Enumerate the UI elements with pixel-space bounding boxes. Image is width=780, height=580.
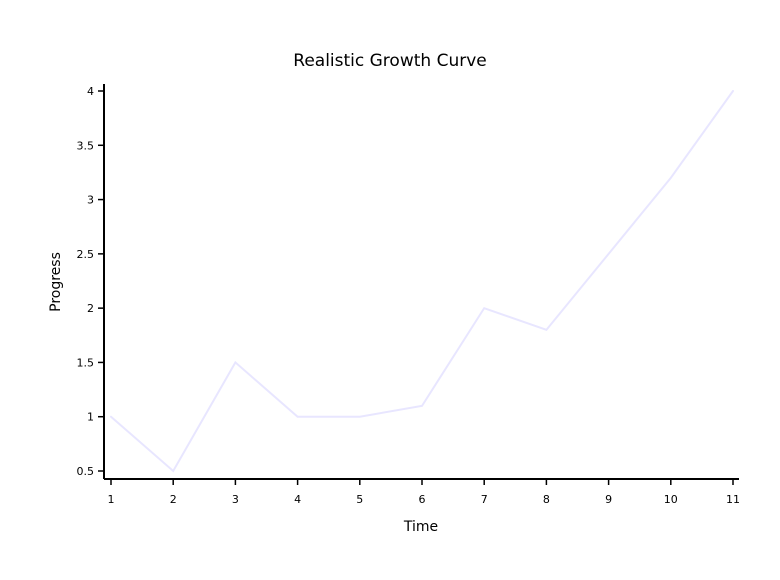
data-point (110, 415, 113, 418)
data-point (732, 90, 735, 93)
y-tick-label: 3.5 (77, 139, 95, 152)
x-tick-label: 5 (356, 493, 363, 506)
y-tick-label: 1.5 (77, 356, 95, 369)
plot-area (110, 90, 735, 473)
x-tick-label: 6 (419, 493, 426, 506)
x-ticks: 1 2 3 4 5 6 7 8 9 10 11 (108, 479, 740, 506)
data-point (545, 328, 548, 331)
y-tick-label: 2 (87, 302, 94, 315)
y-tick-label: 2.5 (77, 248, 95, 261)
y-tick-label: 1 (87, 411, 94, 424)
y-axis-label: Progress (48, 252, 64, 312)
x-tick-label: 4 (294, 493, 301, 506)
x-tick-label: 11 (726, 493, 740, 506)
y-tick-label: 3 (87, 194, 94, 207)
x-tick-label: 8 (543, 493, 550, 506)
x-tick-label: 3 (232, 493, 239, 506)
y-tick-label: 4 (87, 85, 94, 98)
data-point (669, 176, 672, 179)
x-axis-label: Time (403, 519, 438, 535)
y-ticks: 0.5 1 1.5 2 2.5 3 3.5 4 (77, 85, 104, 478)
x-tick-label: 7 (481, 493, 488, 506)
data-point (607, 252, 610, 255)
x-tick-label: 9 (605, 493, 612, 506)
chart-title: Realistic Growth Curve (293, 51, 486, 71)
data-point (172, 470, 175, 473)
data-point (483, 307, 486, 310)
y-tick-label: 0.5 (77, 465, 95, 478)
data-point (421, 404, 424, 407)
x-tick-label: 10 (664, 493, 678, 506)
data-point (234, 361, 237, 364)
data-points (110, 90, 735, 473)
x-tick-label: 1 (108, 493, 115, 506)
data-point (358, 415, 361, 418)
x-tick-label: 2 (170, 493, 177, 506)
data-point (296, 415, 299, 418)
series-line (110, 90, 734, 473)
